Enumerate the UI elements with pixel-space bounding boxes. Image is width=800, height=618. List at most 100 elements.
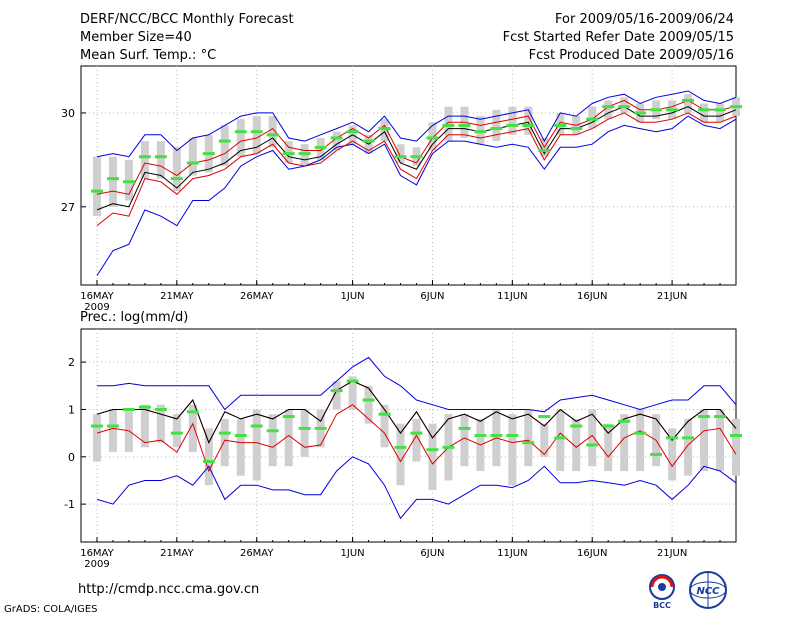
ensemble-box xyxy=(316,137,325,160)
median-marker xyxy=(570,424,583,428)
x-tick-label: 21MAY xyxy=(160,548,194,559)
x-tick-label: 16MAY xyxy=(80,291,114,302)
ensemble-box xyxy=(156,404,165,443)
ensemble-box xyxy=(108,156,117,207)
median-marker xyxy=(250,130,263,134)
ncc-logo: NCC xyxy=(689,571,727,609)
median-marker xyxy=(346,379,359,383)
ensemble-box xyxy=(700,409,709,471)
median-marker xyxy=(378,412,391,416)
median-marker xyxy=(714,415,727,419)
ensemble-box xyxy=(524,106,533,135)
median-marker xyxy=(554,123,567,127)
median-marker xyxy=(474,434,487,437)
median-marker xyxy=(122,407,135,411)
median-marker xyxy=(602,105,615,109)
temperature-panel-title: Mean Surf. Temp.: °C xyxy=(80,48,217,63)
ensemble-box xyxy=(508,106,517,135)
median-marker xyxy=(394,445,407,449)
x-year-label: 2009 xyxy=(84,302,109,313)
ensemble-box xyxy=(332,381,341,410)
median-marker xyxy=(698,415,711,419)
median-marker xyxy=(314,145,327,149)
median-marker xyxy=(138,405,151,409)
upper-envelope-line xyxy=(96,115,737,276)
ensemble-box xyxy=(524,409,533,467)
median-marker xyxy=(506,434,519,437)
median-marker xyxy=(154,407,167,411)
ensemble-box xyxy=(428,423,437,490)
x-tick-label: 11JUN xyxy=(497,548,527,559)
median-marker xyxy=(410,155,423,159)
median-marker xyxy=(618,419,631,423)
footer-url[interactable]: http://cmdp.ncc.cma.gov.cn xyxy=(78,582,260,597)
median-marker xyxy=(330,389,343,393)
x-year-label: 2009 xyxy=(84,559,109,570)
median-marker xyxy=(378,127,391,131)
ensemble-box xyxy=(124,159,133,201)
median-marker xyxy=(474,130,487,134)
ensemble-box xyxy=(604,423,613,471)
ensemble-box xyxy=(188,404,197,453)
x-tick-label: 11JUN xyxy=(497,291,527,302)
refer-date-label: Fcst Started Refer Date 2009/05/15 xyxy=(502,30,734,45)
ensemble-box xyxy=(92,414,101,462)
ensemble-box xyxy=(300,144,309,167)
median-marker xyxy=(170,431,183,435)
ensemble-box xyxy=(140,141,149,179)
median-marker xyxy=(586,117,599,121)
x-tick-label: 21JUN xyxy=(657,291,687,302)
median-marker xyxy=(458,426,471,430)
y-tick-label: 2 xyxy=(68,356,75,369)
y-tick-label: 1 xyxy=(68,403,75,416)
median-marker xyxy=(362,398,375,402)
median-marker xyxy=(634,111,647,115)
member-size-label: Member Size=40 xyxy=(80,30,192,45)
x-tick-label: 16JUN xyxy=(577,548,607,559)
y-tick-label: 27 xyxy=(61,201,75,214)
ensemble-box xyxy=(380,404,389,448)
median-marker xyxy=(586,443,599,447)
lower-envelope-line xyxy=(96,90,737,158)
forecast-period-label: For 2009/05/16-2009/06/24 xyxy=(555,12,734,27)
median-marker xyxy=(186,161,199,165)
upper-envelope-line xyxy=(97,356,737,413)
ensemble-box xyxy=(604,100,613,120)
ensemble-box xyxy=(252,116,261,154)
median-marker xyxy=(730,105,742,109)
x-tick-label: 1JUN xyxy=(341,548,365,559)
lower-spread-line xyxy=(96,112,737,226)
ensemble-box xyxy=(572,418,581,471)
median-marker xyxy=(330,136,343,140)
ensemble-box xyxy=(172,147,181,192)
bcc-logo-text: BCC xyxy=(653,601,671,610)
median-marker xyxy=(522,123,535,127)
median-marker xyxy=(458,123,471,127)
ensemble-box xyxy=(380,119,389,142)
lower-envelope-line xyxy=(96,456,737,520)
median-marker xyxy=(730,434,742,437)
upper-spread-line xyxy=(96,99,737,195)
median-marker xyxy=(186,410,199,414)
ensemble-box xyxy=(636,409,645,471)
x-tick-label: 6JUN xyxy=(420,548,444,559)
ensemble-box xyxy=(364,385,373,424)
ensemble-mean-line xyxy=(96,106,737,211)
x-tick-label: 16JUN xyxy=(577,291,607,302)
median-marker xyxy=(682,436,695,440)
chart-title: DERF/NCC/BCC Monthly Forecast xyxy=(80,12,294,27)
ensemble-box xyxy=(284,409,293,467)
ensemble-box xyxy=(188,137,197,176)
ensemble-box xyxy=(588,106,597,129)
panel-frame xyxy=(80,65,737,286)
precip-panel-title: Prec.: log(mm/d) xyxy=(80,310,189,325)
ensemble-box xyxy=(716,409,725,471)
median-marker xyxy=(202,460,215,464)
median-marker xyxy=(298,152,311,156)
median-marker xyxy=(490,434,503,437)
median-marker xyxy=(426,448,439,452)
ensemble-box xyxy=(556,112,565,135)
median-marker xyxy=(266,429,279,433)
lower-spread-line xyxy=(96,404,737,473)
